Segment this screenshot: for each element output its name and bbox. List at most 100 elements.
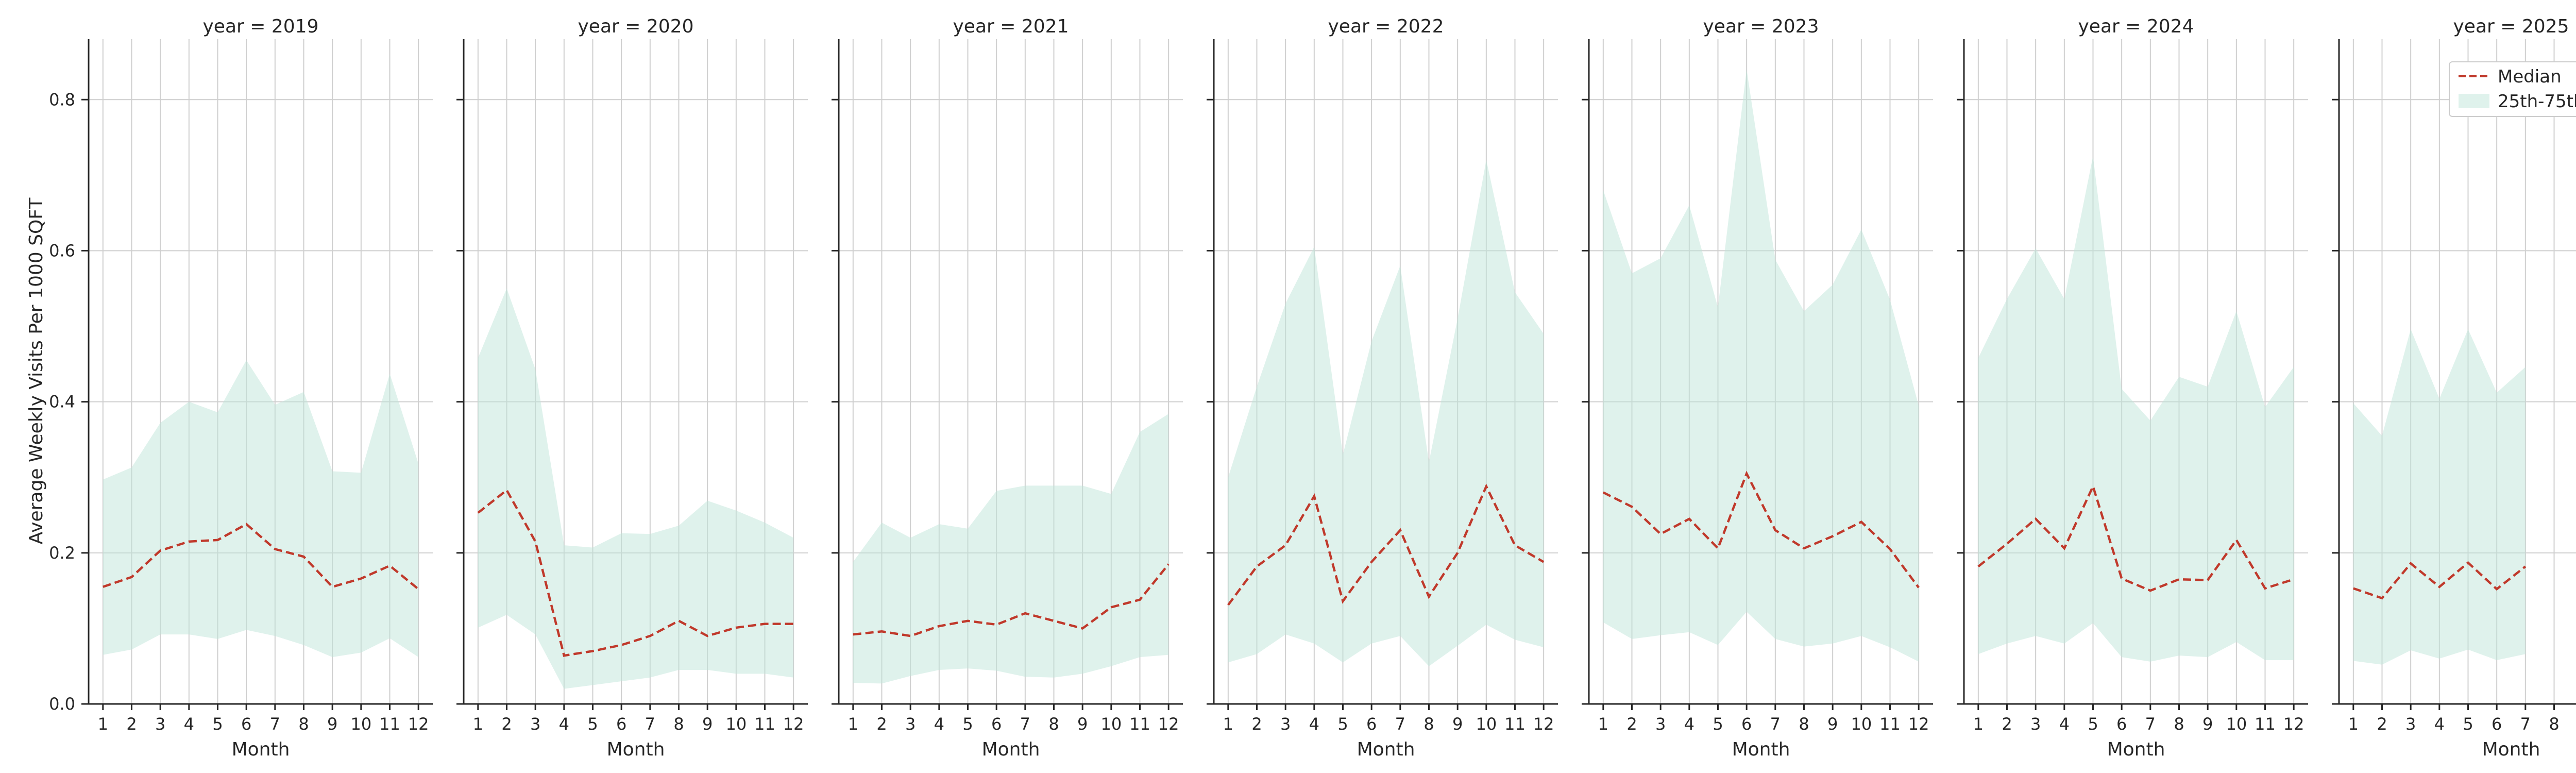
x-tick-label: 4 xyxy=(2434,714,2445,734)
x-tick-label: 6 xyxy=(1366,714,1377,734)
x-tick-label: 9 xyxy=(1452,714,1463,734)
x-tick-label: 3 xyxy=(155,714,165,734)
x-tick-label: 11 xyxy=(379,714,400,734)
x-axis-title: Month xyxy=(982,739,1040,760)
x-tick-label: 5 xyxy=(212,714,223,734)
x-tick-label: 1 xyxy=(1973,714,1984,734)
legend-band-label: 25th-75th Percentile xyxy=(2498,91,2576,112)
x-tick-label: 6 xyxy=(991,714,1002,734)
x-tick-label: 9 xyxy=(702,714,713,734)
x-tick-label: 4 xyxy=(1309,714,1319,734)
x-tick-label: 2 xyxy=(2002,714,2012,734)
panel-0: 1 2 3 4 5 6 7 8 9 10 11 120.00.20.40.60.8Monthyear … xyxy=(49,16,433,760)
x-axis-title: Month xyxy=(2482,739,2540,760)
x-tick-label: 1 xyxy=(848,714,858,734)
median-line xyxy=(1977,483,2294,592)
x-tick-label: 11 xyxy=(754,714,775,734)
x-tick-label: 10 xyxy=(1851,714,1872,734)
x-tick-label: 6 xyxy=(2492,714,2502,734)
x-tick-label: 5 xyxy=(1713,714,1723,734)
legend-median-label: Median xyxy=(2498,66,2562,87)
x-tick-label: 2 xyxy=(501,714,512,734)
x-tick-label: 5 xyxy=(2088,714,2098,734)
panel-title: year = 2023 xyxy=(1703,16,1819,37)
panel-title: year = 2022 xyxy=(1328,16,1444,37)
x-tick-label: 4 xyxy=(1684,714,1694,734)
x-tick-label: 2 xyxy=(1626,714,1637,734)
x-tick-label: 8 xyxy=(673,714,684,734)
x-tick-label: 12 xyxy=(1908,714,1929,734)
percentile-band xyxy=(478,288,794,689)
x-tick-label: 1 xyxy=(1223,714,1233,734)
x-tick-label: 10 xyxy=(1476,714,1497,734)
x-tick-label: 10 xyxy=(350,714,371,734)
x-tick-label: 11 xyxy=(2255,714,2276,734)
x-tick-label: 10 xyxy=(1100,714,1122,734)
x-tick-label: 7 xyxy=(270,714,280,734)
x-tick-label: 12 xyxy=(1533,714,1554,734)
x-tick-label: 3 xyxy=(1655,714,1666,734)
x-tick-label: 12 xyxy=(408,714,429,734)
x-tick-label: 8 xyxy=(1799,714,1809,734)
x-tick-label: 9 xyxy=(1077,714,1088,734)
y-tick-label: 0.0 xyxy=(49,694,75,714)
x-tick-label: 7 xyxy=(1395,714,1405,734)
x-tick-label: 3 xyxy=(2030,714,2041,734)
x-tick-label: 9 xyxy=(2202,714,2213,734)
percentile-band xyxy=(1228,160,1544,666)
x-tick-label: 5 xyxy=(2463,714,2473,734)
x-tick-label: 4 xyxy=(559,714,569,734)
x-tick-label: 1 xyxy=(473,714,483,734)
x-tick-label: 12 xyxy=(783,714,804,734)
x-axis-title: Month xyxy=(232,739,290,760)
x-tick-label: 5 xyxy=(587,714,598,734)
x-tick-label: 11 xyxy=(1879,714,1901,734)
x-tick-label: 6 xyxy=(616,714,626,734)
median-line xyxy=(1227,483,1545,606)
legend: Median 25th-75th Percentile xyxy=(2449,61,2576,117)
percentile-band xyxy=(1978,156,2294,662)
x-tick-label: 2 xyxy=(2377,714,2387,734)
x-axis-title: Month xyxy=(607,739,665,760)
x-tick-label: 6 xyxy=(2116,714,2127,734)
y-tick-label: 0.4 xyxy=(49,392,75,412)
y-axis-title: Average Weekly Visits Per 1000 SQFT xyxy=(26,197,47,545)
percentile-band xyxy=(1603,69,1919,662)
panel-title: year = 2025 xyxy=(2453,16,2569,37)
y-tick-label: 0.6 xyxy=(49,241,75,260)
x-tick-label: 2 xyxy=(1251,714,1262,734)
x-tick-label: 4 xyxy=(934,714,944,734)
x-tick-label: 1 xyxy=(2348,714,2359,734)
median-line xyxy=(103,523,419,590)
legend-band-swatch xyxy=(2459,94,2489,108)
x-tick-label: 7 xyxy=(1020,714,1030,734)
x-tick-label: 10 xyxy=(725,714,747,734)
x-tick-label: 3 xyxy=(905,714,916,734)
x-tick-label: 9 xyxy=(327,714,337,734)
x-tick-label: 12 xyxy=(1158,714,1179,734)
x-tick-label: 8 xyxy=(1423,714,1434,734)
median-line xyxy=(853,563,1170,637)
panel-title: year = 2024 xyxy=(2078,16,2194,37)
x-tick-label: 5 xyxy=(962,714,973,734)
x-tick-label: 6 xyxy=(1741,714,1752,734)
x-tick-label: 3 xyxy=(2405,714,2416,734)
x-tick-label: 7 xyxy=(645,714,655,734)
x-tick-label: 2 xyxy=(876,714,887,734)
x-tick-label: 8 xyxy=(2174,714,2184,734)
panel-title: year = 2021 xyxy=(953,16,1069,37)
median-line xyxy=(2353,561,2527,600)
x-tick-label: 2 xyxy=(126,714,137,734)
y-tick-label: 0.8 xyxy=(49,90,75,109)
percentile-band xyxy=(103,360,419,658)
x-tick-label: 7 xyxy=(2145,714,2156,734)
x-tick-label: 1 xyxy=(98,714,108,734)
panel-title: year = 2019 xyxy=(203,16,319,37)
